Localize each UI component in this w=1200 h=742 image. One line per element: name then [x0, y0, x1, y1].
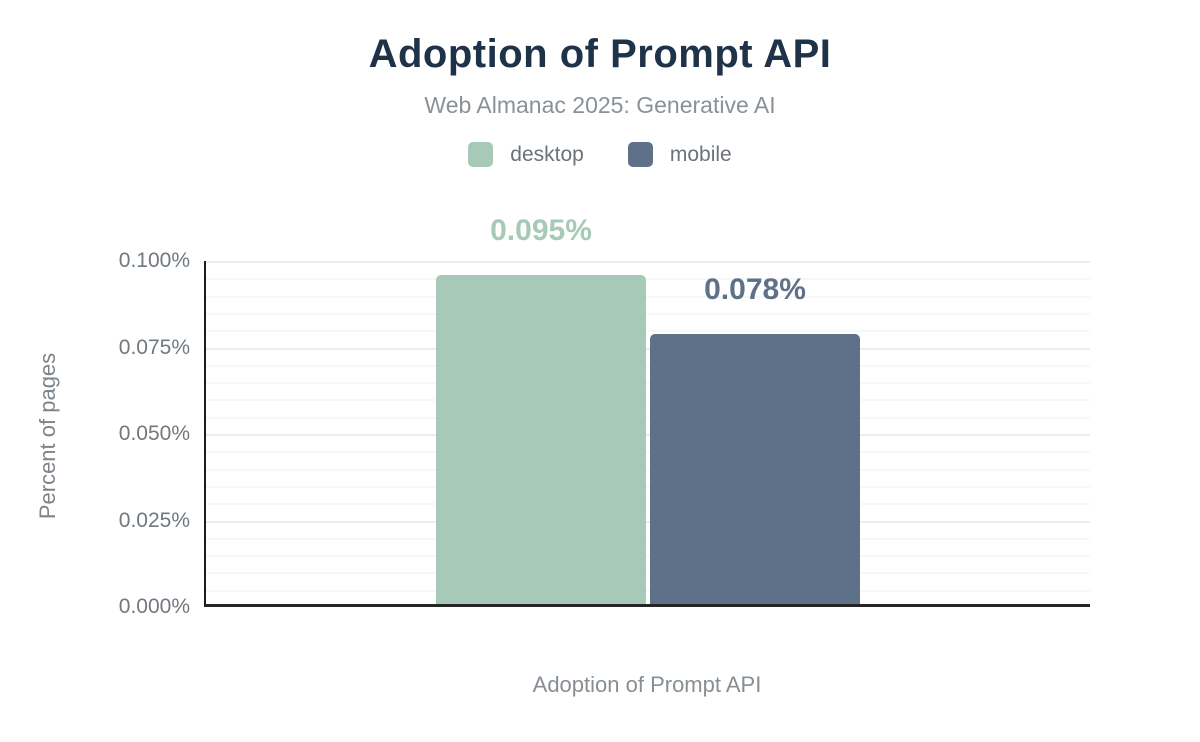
- chart-title: Adoption of Prompt API: [368, 32, 832, 76]
- legend-label-desktop: desktop: [510, 142, 584, 166]
- y-tick-label: 0.025%: [118, 508, 190, 532]
- gridline: [206, 364, 1090, 367]
- legend-label-mobile: mobile: [669, 142, 732, 166]
- gridline: [206, 451, 1090, 454]
- gridline: [206, 485, 1090, 488]
- bar-value-label-mobile: 0.078%: [704, 273, 806, 307]
- gridline: [206, 399, 1090, 402]
- gridline: [206, 278, 1090, 281]
- gridline: [206, 572, 1090, 575]
- legend: desktop mobile: [0, 142, 1200, 167]
- gridline: [206, 347, 1090, 350]
- desktop-swatch-icon: [468, 142, 494, 167]
- gridline: [206, 503, 1090, 506]
- gridline: [206, 416, 1090, 419]
- gridline: [206, 589, 1090, 592]
- gridline: [206, 468, 1090, 471]
- x-axis-category-label: Adoption of Prompt API: [532, 672, 762, 697]
- gridline: [206, 295, 1090, 298]
- bar-value-label-desktop: 0.095%: [490, 214, 592, 248]
- chart-subtitle: Web Almanac 2025: Generative AI: [424, 92, 776, 118]
- gridline: [206, 312, 1090, 315]
- gridline: [206, 537, 1090, 540]
- gridline: [206, 555, 1090, 558]
- gridline: [206, 520, 1090, 523]
- legend-item-mobile[interactable]: mobile: [627, 142, 732, 167]
- plot-area: 0.095% 0.078%: [204, 214, 1090, 607]
- gridline: [206, 330, 1090, 333]
- y-tick-label: 0.100%: [118, 249, 190, 272]
- bar-desktop[interactable]: [436, 275, 646, 604]
- y-tick-label: 0.000%: [118, 595, 190, 618]
- gridline: [206, 382, 1090, 385]
- legend-item-desktop[interactable]: desktop: [468, 142, 584, 167]
- y-tick-label: 0.075%: [118, 335, 190, 359]
- gridline: [206, 261, 1090, 263]
- bar-mobile[interactable]: [650, 334, 860, 604]
- mobile-swatch-icon: [627, 142, 653, 167]
- gridline: [206, 434, 1090, 436]
- y-tick-label: 0.050%: [118, 422, 190, 445]
